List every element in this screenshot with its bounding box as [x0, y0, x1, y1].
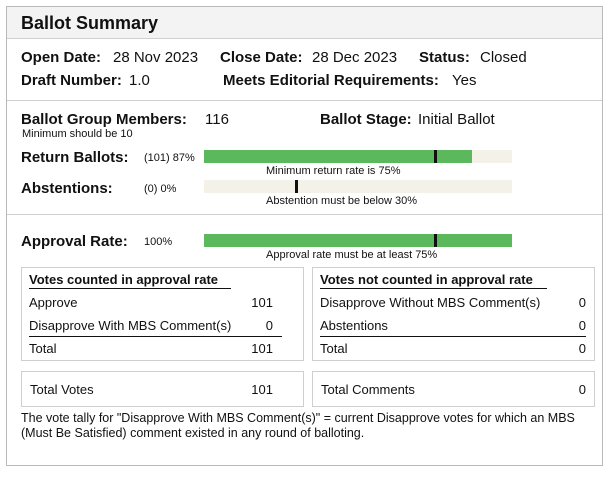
- draft-number-value: 1.0: [129, 72, 150, 89]
- not-counted-total-label: Total: [320, 341, 348, 356]
- open-date-label: Open Date:: [21, 49, 102, 66]
- not-counted-total-value: 0: [578, 341, 586, 356]
- disapprove-without-mbs-label: Disapprove Without MBS Comment(s): [320, 295, 541, 310]
- votes-not-counted-heading: Votes not counted in approval rate: [320, 272, 533, 287]
- abstentions-row-label: Abstentions: [320, 318, 388, 333]
- approval-rate-note: Approval rate must be at least 75%: [266, 249, 438, 261]
- counted-total-label: Total: [29, 341, 57, 356]
- status-label: Status:: [419, 49, 470, 66]
- ballot-group-members-label: Ballot Group Members:: [21, 111, 187, 128]
- abstentions-row-count: 0: [578, 318, 586, 333]
- total-comments-label: Total Comments: [321, 382, 415, 397]
- ballot-stage-label: Ballot Stage:: [320, 111, 412, 128]
- approval-rate-fill: [204, 234, 512, 247]
- total-votes-value: 101: [251, 382, 273, 397]
- total-rule: [320, 336, 586, 337]
- heading-underline: [29, 288, 231, 289]
- return-rate-bar: [204, 150, 512, 163]
- ballot-summary-panel: Ballot Summary Open Date: 28 Nov 2023 Cl…: [6, 6, 603, 466]
- disapprove-with-mbs-label: Disapprove With MBS Comment(s): [29, 318, 232, 333]
- panel-header: Ballot Summary: [7, 7, 602, 39]
- close-date-label: Close Date:: [220, 49, 303, 66]
- abstentions-label: Abstentions:: [21, 180, 113, 197]
- divider: [7, 100, 602, 101]
- editorial-requirements-value: Yes: [452, 72, 477, 89]
- return-ballots-value: (101) 87%: [144, 152, 195, 164]
- return-ballots-label: Return Ballots:: [21, 149, 129, 166]
- abstention-note: Abstention must be below 30%: [266, 195, 418, 207]
- footnote: The vote tally for "Disapprove With MBS …: [21, 411, 575, 440]
- approve-label: Approve: [29, 295, 78, 310]
- total-rule: [29, 336, 282, 337]
- total-comments-box: Total Comments 0: [312, 371, 595, 407]
- counted-total-value: 101: [251, 341, 273, 356]
- abstentions-value: (0) 0%: [144, 183, 177, 195]
- approval-rate-bar: [204, 234, 512, 247]
- approval-rate-label: Approval Rate:: [21, 233, 128, 250]
- open-date-value: 28 Nov 2023: [113, 49, 199, 66]
- abstention-bar: [204, 180, 512, 193]
- status-value: Closed: [480, 49, 527, 66]
- total-votes-box: Total Votes 101: [21, 371, 304, 407]
- abstention-threshold-marker: [295, 180, 299, 193]
- editorial-requirements-label: Meets Editorial Requirements:: [223, 72, 439, 89]
- heading-underline: [320, 288, 547, 289]
- approval-rate-value: 100%: [144, 236, 173, 248]
- votes-not-counted-box: Votes not counted in approval rate Disap…: [312, 267, 595, 361]
- return-rate-fill: [204, 150, 472, 163]
- return-rate-note: Minimum return rate is 75%: [266, 165, 401, 177]
- members-minimum-note: Minimum should be 10: [22, 128, 133, 140]
- divider: [7, 214, 602, 215]
- ballot-stage-value: Initial Ballot: [418, 111, 495, 128]
- votes-counted-heading: Votes counted in approval rate: [29, 272, 219, 287]
- ballot-group-members-value: 116: [205, 111, 229, 128]
- total-votes-label: Total Votes: [30, 382, 94, 397]
- disapprove-without-mbs-count: 0: [578, 295, 586, 310]
- panel-title: Ballot Summary: [21, 13, 159, 33]
- draft-number-label: Draft Number:: [21, 72, 122, 89]
- approve-count: 101: [251, 295, 273, 310]
- total-comments-value: 0: [578, 382, 586, 397]
- close-date-value: 28 Dec 2023: [312, 49, 398, 66]
- disapprove-with-mbs-count: 0: [265, 318, 273, 333]
- approval-threshold-marker: [434, 234, 437, 247]
- votes-counted-box: Votes counted in approval rate Approve 1…: [21, 267, 304, 361]
- return-threshold-marker: [434, 150, 437, 163]
